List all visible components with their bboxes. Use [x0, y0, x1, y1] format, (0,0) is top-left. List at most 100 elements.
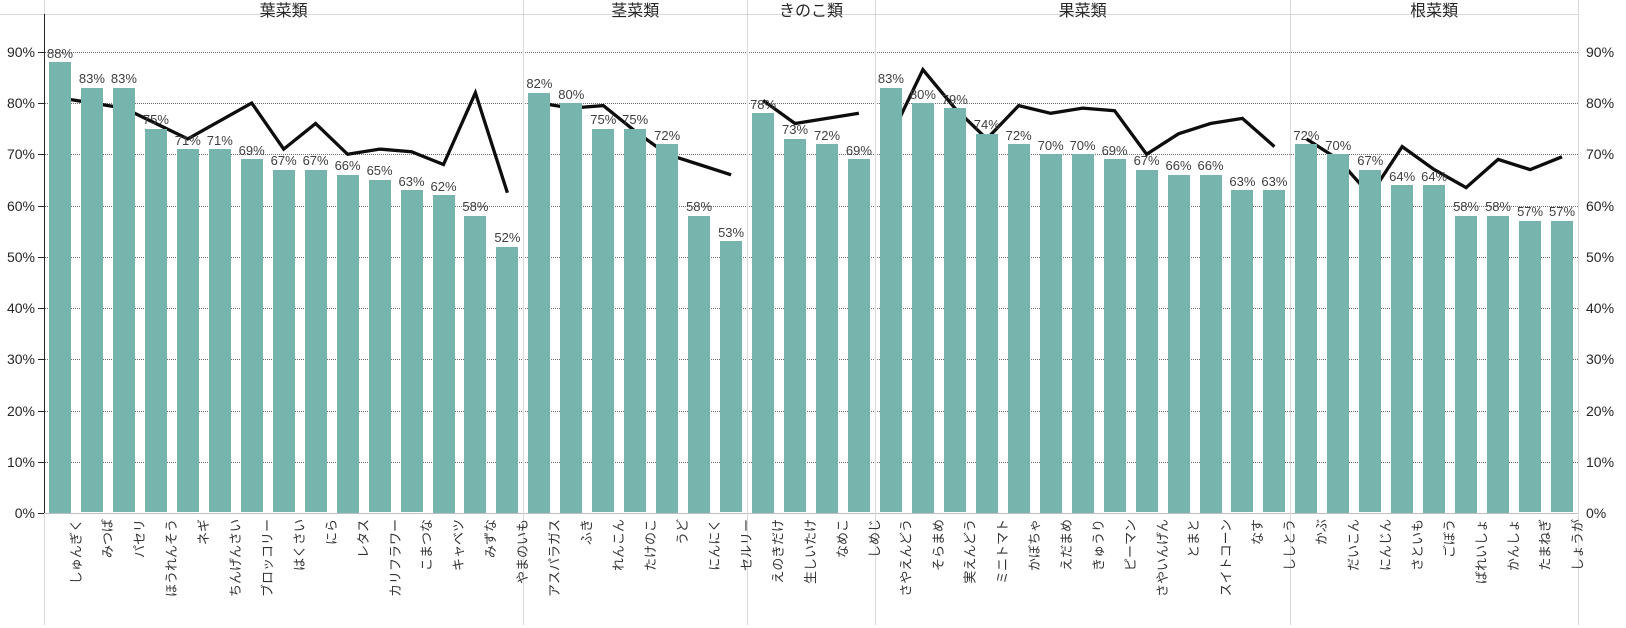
- bar: [1423, 185, 1446, 513]
- bar: [1487, 215, 1510, 513]
- bar: [656, 144, 679, 513]
- bar-value-label: 64%: [1421, 168, 1448, 184]
- bar-value-label: 70%: [1069, 137, 1096, 153]
- bar-value-label: 67%: [302, 153, 329, 169]
- y-axis-tick: [38, 51, 44, 53]
- bar: [272, 169, 295, 513]
- gridline: [44, 256, 1578, 258]
- y-axis-label-left: 0%: [14, 505, 35, 521]
- trend-line: [762, 99, 860, 126]
- section-divider: [523, 0, 524, 625]
- gridline: [44, 359, 1578, 361]
- y-axis-label-right: 60%: [1586, 197, 1615, 214]
- category-label: にら: [323, 519, 339, 546]
- bar-value-label: 83%: [877, 71, 904, 87]
- bar-value-label: 65%: [366, 163, 393, 179]
- bar: [496, 246, 519, 513]
- category-label: さやいんげん: [1154, 519, 1170, 598]
- category-label: なめこ: [835, 519, 850, 559]
- bar: [400, 190, 423, 513]
- y-axis-label-left: 40%: [6, 300, 35, 316]
- bar: [1103, 159, 1126, 513]
- category-label: はくさい: [291, 519, 307, 572]
- bar-value-label: 58%: [1453, 199, 1480, 215]
- category-label: ふき: [579, 519, 595, 546]
- category-label: うど: [675, 519, 691, 546]
- category-label: みつば: [99, 519, 115, 559]
- y-axis-label-right: 30%: [1586, 351, 1615, 368]
- bar: [528, 92, 551, 513]
- bar-value-label: 88%: [46, 45, 74, 61]
- y-axis-label-left: 80%: [6, 95, 35, 111]
- bar-value-label: 70%: [1037, 137, 1064, 153]
- bar-value-label: 70%: [1325, 137, 1352, 153]
- y-axis-label-right: 40%: [1586, 300, 1615, 316]
- y-axis-tick: [38, 205, 44, 207]
- bar-value-label: 69%: [845, 142, 872, 158]
- category-label: やまのいも: [515, 519, 531, 585]
- category-label: にんじん: [1378, 519, 1394, 572]
- gridline: [44, 205, 1578, 207]
- bar-value-label: 82%: [526, 76, 553, 92]
- bar-value-label: 75%: [622, 112, 649, 128]
- bar-value-label: 72%: [1293, 127, 1320, 143]
- bar: [1295, 144, 1318, 513]
- bar: [368, 179, 391, 513]
- category-label: ピーマン: [1122, 519, 1138, 572]
- y-axis-label-right: 90%: [1586, 43, 1615, 60]
- category-label: さといも: [1410, 519, 1426, 572]
- bar-value-label: 63%: [398, 173, 425, 189]
- category-label: ばれいしょ: [1474, 519, 1490, 585]
- y-axis-label-right: 70%: [1586, 146, 1615, 163]
- bar-value-label: 83%: [110, 71, 137, 87]
- category-label: パセリ: [131, 519, 147, 559]
- bar-value-label: 64%: [1389, 168, 1416, 184]
- plot-top-border: [0, 14, 1578, 15]
- category-label: とまと: [1186, 519, 1202, 559]
- bar-value-label: 67%: [1133, 153, 1160, 169]
- bar-value-label: 72%: [813, 127, 841, 143]
- category-label: だいこん: [1346, 519, 1362, 572]
- y-axis-label-right: 10%: [1586, 453, 1615, 470]
- y-axis-line: [44, 14, 45, 513]
- y-axis-label-right: 50%: [1586, 248, 1615, 265]
- section-divider: [875, 0, 876, 625]
- bar: [1327, 154, 1350, 513]
- bar: [688, 215, 711, 513]
- bar: [1391, 185, 1414, 513]
- gridline: [44, 410, 1578, 412]
- category-label: しゅんぎく: [68, 519, 83, 585]
- bar: [336, 174, 359, 513]
- category-label: カリフラワー: [387, 519, 403, 598]
- bar: [464, 215, 487, 513]
- bar-value-label: 53%: [718, 224, 745, 240]
- bar: [879, 87, 902, 513]
- category-label: レタス: [355, 519, 371, 559]
- bar-value-label: 67%: [1357, 153, 1384, 169]
- category-label: スイトコーン: [1218, 519, 1234, 597]
- category-label: ミニトマト: [994, 519, 1010, 585]
- bar-value-label: 57%: [1517, 204, 1544, 220]
- category-label: ししとう: [1282, 519, 1298, 572]
- y-axis-tick: [38, 103, 44, 104]
- category-label: かんしょ: [1506, 519, 1522, 572]
- category-label: しょうが: [1570, 519, 1585, 572]
- bar: [784, 138, 806, 513]
- category-label: かぶ: [1314, 519, 1330, 546]
- y-axis-label-left: 20%: [6, 402, 35, 419]
- bar-value-label: 67%: [270, 153, 297, 169]
- section-title: 果菜類: [1058, 3, 1107, 20]
- bar-value-label: 57%: [1548, 204, 1576, 220]
- category-label: 生しいたけ: [803, 519, 818, 585]
- bar: [975, 133, 998, 513]
- bar: [1039, 154, 1062, 513]
- category-label: たけのこ: [643, 519, 659, 572]
- category-label: えだまめ: [1058, 519, 1074, 571]
- category-label: きゅうり: [1090, 519, 1106, 572]
- bar: [1455, 215, 1478, 513]
- bar: [1519, 220, 1542, 513]
- section-divider: [747, 0, 748, 625]
- section-title: 葉菜類: [259, 3, 308, 20]
- bar: [752, 113, 775, 513]
- category-label: キャベツ: [451, 519, 467, 572]
